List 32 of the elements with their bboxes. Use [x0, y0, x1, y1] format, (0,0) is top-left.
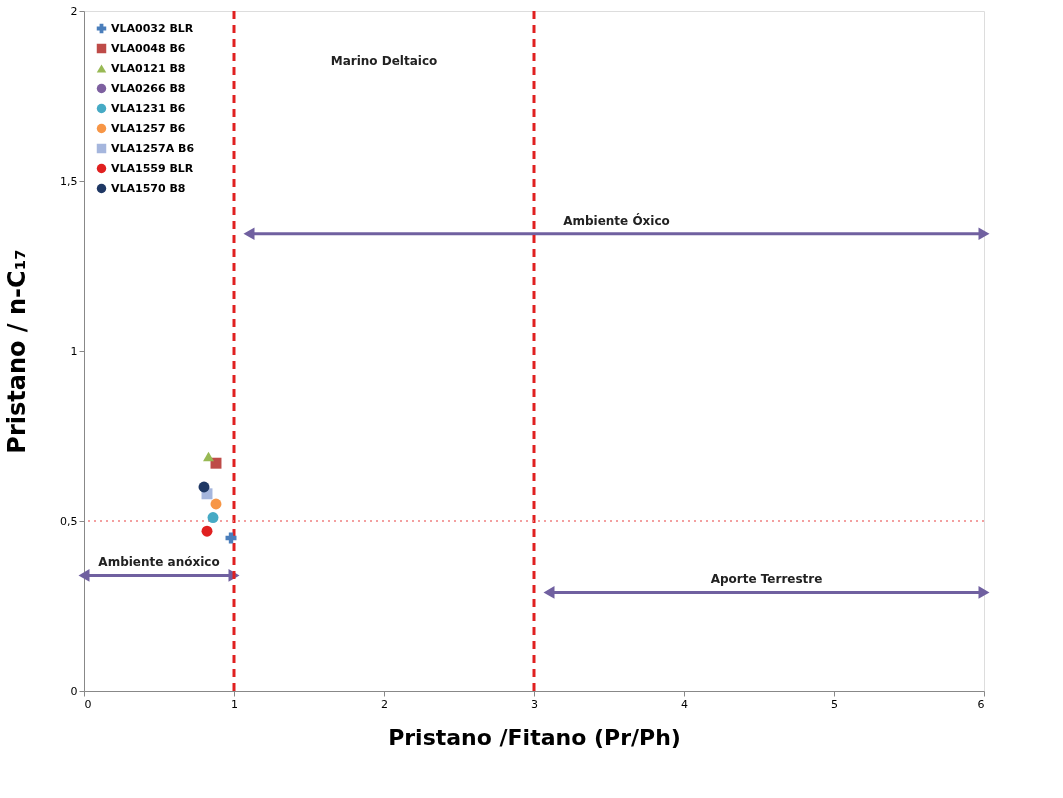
- legend-label: VLA1257 B6: [111, 121, 186, 135]
- x-tick-label: 3: [531, 697, 538, 711]
- point: [210, 498, 222, 510]
- x-tick-label: 5: [831, 697, 838, 711]
- y-tick-label: 1,5: [60, 174, 78, 188]
- point: [207, 512, 219, 524]
- point: [201, 525, 213, 537]
- legend-label: VLA1257A B6: [111, 141, 195, 155]
- x-tick-label: 4: [681, 697, 688, 711]
- y-tick-label: 2: [70, 4, 78, 18]
- y-axis-title: Pristano / n-C₁₇: [3, 249, 32, 454]
- x-tick-label: 1: [231, 697, 238, 711]
- x-tick-label: 2: [381, 697, 388, 711]
- legend-label: VLA0048 B6: [111, 41, 186, 55]
- x-tick-label: 6: [977, 697, 985, 711]
- x-axis-title: Pristano /Fitano (Pr/Ph): [388, 724, 681, 750]
- annotation: Marino Deltaico: [330, 54, 438, 68]
- legend-label: VLA1570 B8: [111, 181, 186, 195]
- legend-label: VLA1559 BLR: [111, 161, 194, 175]
- x-tick-label: 0: [84, 697, 92, 711]
- series-label: Ambiente Óxico: [563, 212, 670, 228]
- y-tick-label: 0: [70, 684, 78, 698]
- y-tick-label: 1: [70, 344, 78, 358]
- series-label: Aporte Terrestre: [710, 572, 823, 587]
- legend-label: VLA0121 B8: [111, 61, 186, 75]
- point: [198, 481, 210, 493]
- legend-label: VLA1231 B6: [111, 101, 186, 115]
- legend-label: VLA0266 B8: [111, 81, 186, 95]
- y-tick-label: 0,5: [60, 514, 78, 528]
- series-label: Ambiente anóxico: [98, 555, 220, 570]
- point: [203, 451, 214, 462]
- legend-label: VLA0032 BLR: [111, 21, 194, 35]
